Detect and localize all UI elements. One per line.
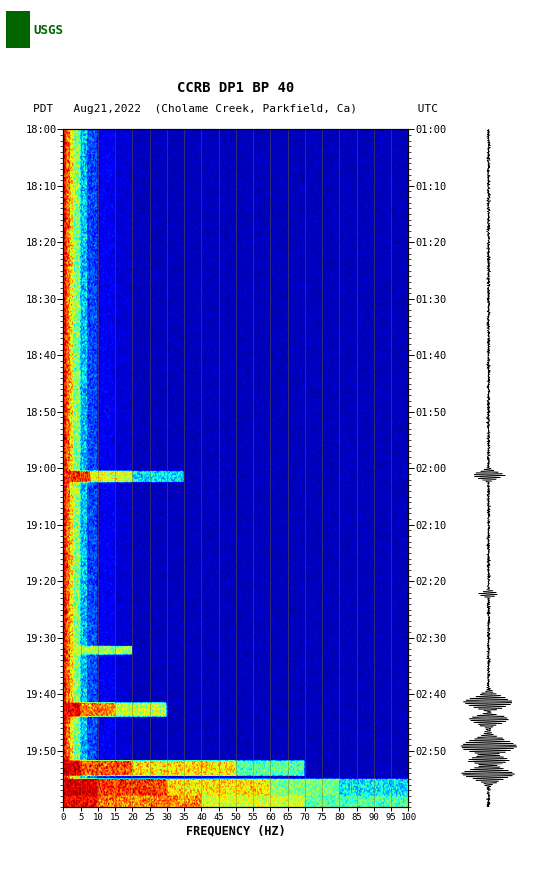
Text: CCRB DP1 BP 40: CCRB DP1 BP 40	[177, 81, 295, 95]
Text: USGS: USGS	[33, 24, 63, 37]
FancyBboxPatch shape	[6, 12, 30, 48]
Text: PDT   Aug21,2022  (Cholame Creek, Parkfield, Ca)         UTC: PDT Aug21,2022 (Cholame Creek, Parkfield…	[34, 104, 438, 114]
X-axis label: FREQUENCY (HZ): FREQUENCY (HZ)	[186, 824, 286, 838]
